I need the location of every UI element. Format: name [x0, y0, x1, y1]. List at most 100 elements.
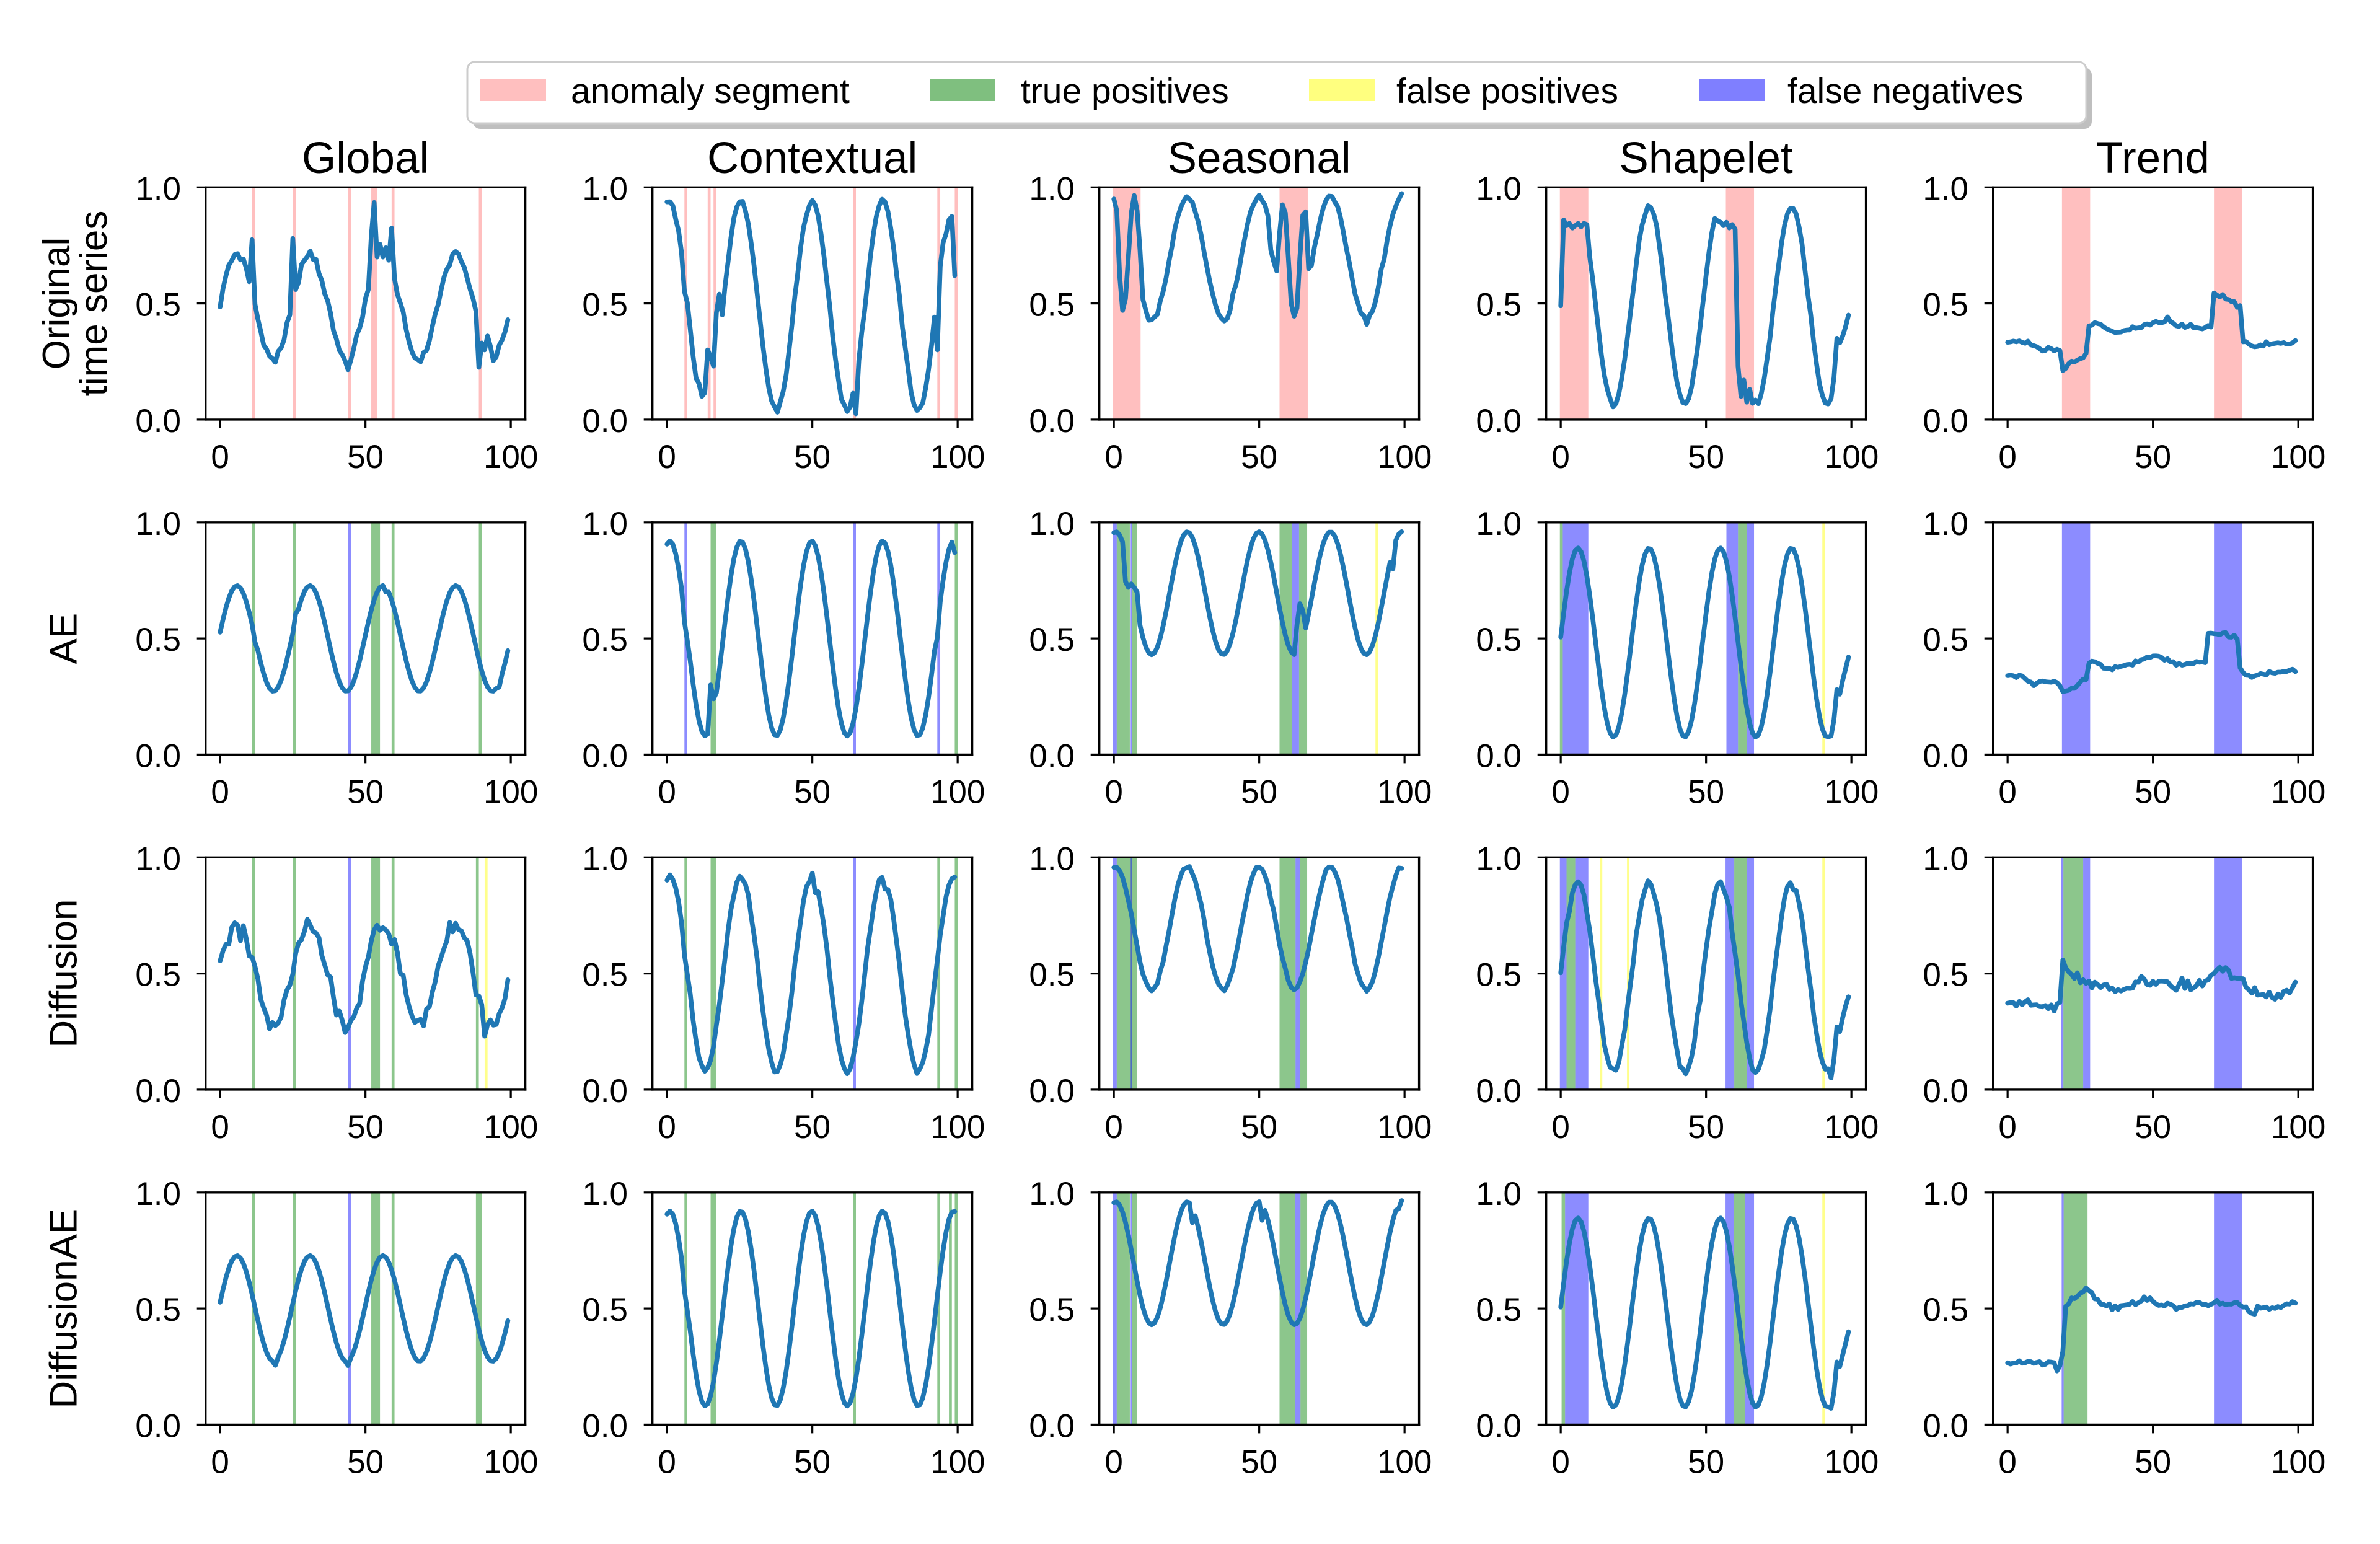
svg-text:100: 100: [1824, 1444, 1879, 1481]
svg-text:DiffusionAE: DiffusionAE: [43, 1209, 86, 1409]
svg-text:Contextual: Contextual: [707, 134, 917, 183]
svg-text:0: 0: [1551, 1109, 1569, 1145]
svg-text:100: 100: [483, 439, 538, 475]
svg-text:1.0: 1.0: [1029, 840, 1075, 877]
svg-text:50: 50: [347, 774, 384, 811]
svg-text:Trend: Trend: [2096, 134, 2210, 183]
svg-text:50: 50: [1241, 774, 1277, 811]
svg-text:0.0: 0.0: [135, 403, 181, 439]
svg-text:100: 100: [2271, 439, 2325, 475]
svg-text:0.0: 0.0: [135, 1073, 181, 1109]
svg-text:50: 50: [2135, 439, 2171, 475]
svg-text:AE: AE: [43, 613, 86, 664]
svg-text:Diffusion: Diffusion: [43, 899, 86, 1048]
svg-text:0.5: 0.5: [582, 957, 628, 994]
svg-text:0.0: 0.0: [1476, 738, 1522, 775]
svg-text:0: 0: [1551, 774, 1569, 811]
svg-text:false positives: false positives: [1396, 71, 1618, 111]
svg-text:0.5: 0.5: [1029, 1292, 1075, 1328]
svg-text:100: 100: [2271, 1109, 2325, 1145]
svg-text:1.0: 1.0: [1476, 840, 1522, 877]
svg-text:50: 50: [1241, 439, 1277, 475]
svg-text:1.0: 1.0: [582, 1176, 628, 1212]
svg-text:0: 0: [1104, 1109, 1122, 1145]
svg-text:0.5: 0.5: [1476, 622, 1522, 658]
svg-text:1.0: 1.0: [135, 1176, 181, 1212]
svg-text:0.0: 0.0: [1029, 738, 1075, 775]
svg-text:100: 100: [1824, 439, 1879, 475]
svg-text:0: 0: [1104, 774, 1122, 811]
svg-text:0: 0: [658, 774, 676, 811]
svg-text:0.5: 0.5: [1476, 957, 1522, 994]
svg-text:0.5: 0.5: [582, 287, 628, 324]
svg-text:true positives: true positives: [1021, 71, 1229, 111]
svg-text:100: 100: [930, 1444, 985, 1481]
svg-text:0.5: 0.5: [1923, 622, 1968, 658]
svg-text:50: 50: [2135, 1444, 2171, 1481]
svg-text:0.5: 0.5: [1029, 287, 1075, 324]
svg-text:100: 100: [483, 774, 538, 811]
svg-text:0.0: 0.0: [582, 1408, 628, 1445]
svg-text:0.5: 0.5: [582, 1292, 628, 1328]
svg-text:0.5: 0.5: [135, 287, 181, 324]
svg-text:0.0: 0.0: [1923, 1408, 1968, 1445]
svg-text:0.5: 0.5: [1029, 622, 1075, 658]
svg-text:1.0: 1.0: [1029, 170, 1075, 207]
svg-text:0: 0: [658, 439, 676, 475]
svg-text:50: 50: [794, 774, 831, 811]
svg-text:50: 50: [1241, 1444, 1277, 1481]
svg-text:0.5: 0.5: [1029, 957, 1075, 994]
svg-text:1.0: 1.0: [1476, 170, 1522, 207]
svg-text:1.0: 1.0: [1923, 1176, 1968, 1212]
svg-text:50: 50: [794, 439, 831, 475]
svg-text:100: 100: [483, 1109, 538, 1145]
svg-text:0.5: 0.5: [135, 622, 181, 658]
svg-text:0: 0: [1998, 439, 2016, 475]
svg-text:50: 50: [1688, 1444, 1724, 1481]
svg-text:100: 100: [2271, 774, 2325, 811]
svg-text:100: 100: [2271, 1444, 2325, 1481]
svg-text:0.0: 0.0: [135, 738, 181, 775]
svg-text:0.0: 0.0: [1029, 1408, 1075, 1445]
svg-text:1.0: 1.0: [582, 840, 628, 877]
svg-text:0: 0: [1104, 439, 1122, 475]
svg-text:0.0: 0.0: [582, 1073, 628, 1109]
svg-text:1.0: 1.0: [1476, 1176, 1522, 1212]
svg-text:50: 50: [794, 1444, 831, 1481]
svg-text:50: 50: [1688, 439, 1724, 475]
svg-text:0.5: 0.5: [1476, 287, 1522, 324]
svg-text:100: 100: [1377, 1444, 1432, 1481]
svg-text:0: 0: [1551, 1444, 1569, 1481]
svg-text:0: 0: [658, 1444, 676, 1481]
svg-text:0.0: 0.0: [582, 738, 628, 775]
svg-text:50: 50: [347, 1444, 384, 1481]
svg-text:0.0: 0.0: [1476, 1073, 1522, 1109]
svg-text:0: 0: [211, 1444, 229, 1481]
svg-text:0: 0: [211, 1109, 229, 1145]
svg-text:1.0: 1.0: [1029, 506, 1075, 542]
svg-text:50: 50: [2135, 774, 2171, 811]
svg-text:0: 0: [211, 774, 229, 811]
svg-text:0: 0: [1104, 1444, 1122, 1481]
svg-text:Shapelet: Shapelet: [1620, 134, 1794, 183]
svg-text:100: 100: [1824, 1109, 1879, 1145]
svg-text:100: 100: [483, 1444, 538, 1481]
svg-text:50: 50: [1688, 774, 1724, 811]
svg-text:0.0: 0.0: [1476, 403, 1522, 439]
svg-text:0.5: 0.5: [1923, 287, 1968, 324]
svg-text:0.0: 0.0: [1029, 1073, 1075, 1109]
svg-text:0.5: 0.5: [1923, 1292, 1968, 1328]
svg-text:1.0: 1.0: [1029, 1176, 1075, 1212]
svg-text:0.0: 0.0: [1029, 403, 1075, 439]
svg-text:false negatives: false negatives: [1787, 71, 2023, 111]
svg-text:1.0: 1.0: [135, 170, 181, 207]
svg-text:50: 50: [1241, 1109, 1277, 1145]
svg-text:1.0: 1.0: [582, 506, 628, 542]
svg-text:Original: Original: [35, 237, 78, 370]
svg-text:0.0: 0.0: [1923, 738, 1968, 775]
svg-text:0.5: 0.5: [135, 957, 181, 994]
svg-text:1.0: 1.0: [1476, 506, 1522, 542]
svg-text:1.0: 1.0: [1923, 506, 1968, 542]
svg-text:0: 0: [1998, 774, 2016, 811]
svg-text:anomaly segment: anomaly segment: [571, 71, 850, 111]
